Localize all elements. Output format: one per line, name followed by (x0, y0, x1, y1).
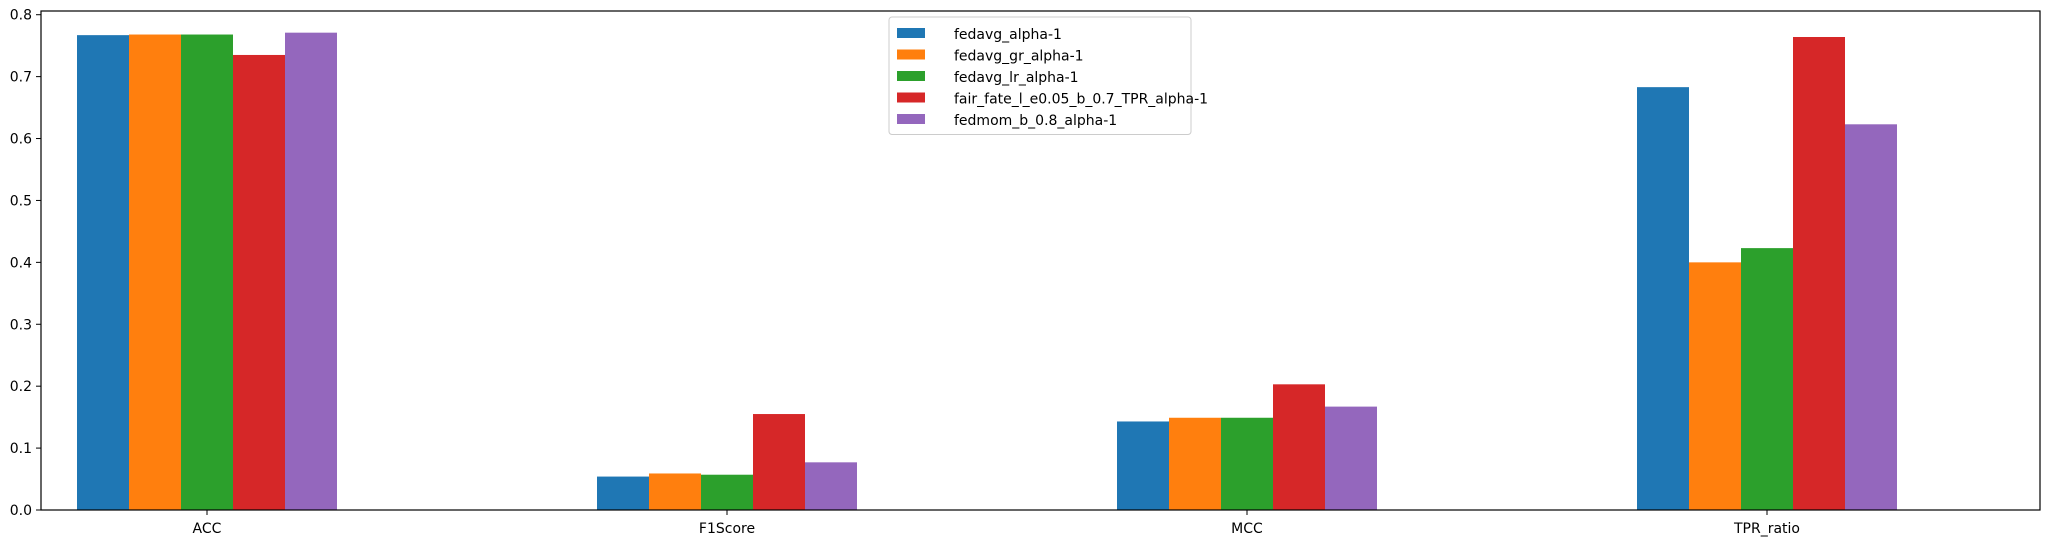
y-tick-label: 0.7 (10, 70, 32, 86)
legend-label: fedavg_alpha-1 (954, 27, 1062, 43)
legend-box (888, 16, 1192, 135)
bar-fedavg_gr_alpha-1-MCC (1169, 417, 1221, 510)
bar-fair_fate_l_e0.05_b_0.7_TPR_alpha-1-MCC (1273, 384, 1325, 510)
bar-fedavg_gr_alpha-1-F1Score (649, 473, 701, 510)
legend-swatch (897, 92, 925, 103)
bar-fedmom_b_0.8_alpha-1-ACC (285, 32, 337, 511)
legend-swatch (897, 49, 925, 60)
legend-swatch (897, 71, 925, 81)
bar-fedmom_b_0.8_alpha-1-TPR_ratio (1845, 124, 1897, 511)
y-tick-label: 0.0 (10, 503, 32, 519)
bar-fair_fate_l_e0.05_b_0.7_TPR_alpha-1-TPR_ratio (1793, 37, 1845, 511)
y-tick-label: 0.4 (10, 255, 32, 271)
x-tick-label: F1Score (699, 521, 755, 537)
y-tick-label: 0.3 (10, 317, 32, 333)
y-tick-label: 0.2 (10, 379, 32, 395)
x-tick-label: MCC (1231, 521, 1263, 537)
y-tick-label: 0.8 (10, 8, 32, 24)
x-tick-label: TPR_ratio (1733, 521, 1800, 537)
bar-fedavg_gr_alpha-1-ACC (129, 34, 181, 510)
bar-fedavg_lr_alpha-1-MCC (1221, 417, 1273, 510)
bar-fedavg_alpha-1-F1Score (597, 476, 649, 510)
y-axis: 0.0 0.1 0.2 0.3 0.4 0.5 0.6 0.7 0.8 (10, 8, 41, 519)
legend-label: fedavg_gr_alpha-1 (954, 49, 1084, 65)
legend-label: fair_fate_l_e0.05_b_0.7_TPR_alpha-1 (954, 92, 1208, 108)
bar-fedmom_b_0.8_alpha-1-F1Score (805, 462, 857, 510)
bar-fedavg_alpha-1-TPR_ratio (1637, 87, 1689, 511)
bar-fedavg_lr_alpha-1-TPR_ratio (1741, 248, 1793, 510)
y-tick-label: 0.6 (10, 132, 32, 148)
bar-fair_fate_l_e0.05_b_0.7_TPR_alpha-1-F1Score (753, 414, 805, 510)
legend-swatch (897, 28, 925, 38)
bar-fedavg_alpha-1-ACC (77, 35, 129, 510)
x-axis: ACC F1Score MCC TPR_ratio (193, 510, 1800, 537)
bar-fedavg_lr_alpha-1-F1Score (701, 474, 753, 510)
legend-swatch (897, 114, 925, 124)
bars-group (77, 32, 1897, 511)
y-tick-label: 0.5 (10, 193, 32, 209)
bar-fedmom_b_0.8_alpha-1-MCC (1325, 406, 1377, 510)
bar-fedavg_lr_alpha-1-ACC (181, 34, 233, 510)
legend-label: fedmom_b_0.8_alpha-1 (954, 113, 1117, 129)
bar-fair_fate_l_e0.05_b_0.7_TPR_alpha-1-ACC (233, 54, 285, 511)
y-tick-label: 0.1 (10, 441, 32, 457)
bar-fedavg_alpha-1-MCC (1117, 421, 1169, 510)
legend: fedavg_alpha-1 fedavg_gr_alpha-1 fedavg_lr… (888, 16, 1208, 135)
axes-frame (40, 10, 2041, 511)
legend-label: fedavg_lr_alpha-1 (954, 70, 1079, 86)
x-tick-label: ACC (193, 521, 222, 537)
bar-fedavg_gr_alpha-1-TPR_ratio (1689, 262, 1741, 510)
